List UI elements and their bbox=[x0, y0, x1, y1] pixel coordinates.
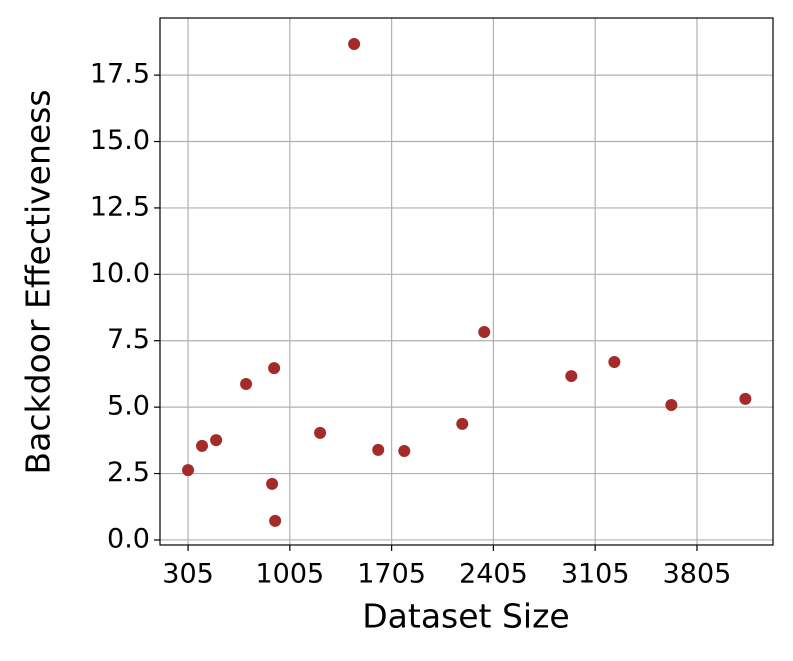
y-axis-label: Backdoor Effectiveness bbox=[19, 89, 58, 474]
point bbox=[565, 370, 578, 383]
point bbox=[240, 378, 253, 391]
point bbox=[398, 444, 411, 457]
point bbox=[196, 439, 209, 452]
point bbox=[739, 392, 752, 405]
point bbox=[210, 434, 223, 447]
point bbox=[665, 399, 678, 412]
x-tick-label: 3805 bbox=[663, 559, 732, 590]
y-tick-label: 2.5 bbox=[107, 457, 150, 488]
y-tick-label: 12.5 bbox=[90, 191, 150, 222]
x-tick-label: 1705 bbox=[357, 559, 426, 590]
point bbox=[314, 426, 327, 439]
point bbox=[478, 325, 491, 338]
y-tick-label: 7.5 bbox=[107, 324, 150, 355]
x-tick-label: 3105 bbox=[561, 559, 630, 590]
y-tick-label: 0.0 bbox=[107, 523, 150, 554]
y-tick-label: 15.0 bbox=[90, 125, 150, 156]
point bbox=[348, 38, 361, 51]
x-tick-label: 1005 bbox=[255, 559, 324, 590]
point bbox=[268, 362, 281, 375]
y-tick-label: 5.0 bbox=[107, 391, 150, 422]
point bbox=[456, 417, 469, 430]
point bbox=[372, 443, 385, 456]
y-tick-label: 17.5 bbox=[90, 59, 150, 90]
point bbox=[266, 477, 279, 490]
x-axis-label: Dataset Size bbox=[362, 597, 569, 636]
point bbox=[608, 355, 621, 368]
point bbox=[182, 464, 195, 477]
x-tick-label: 305 bbox=[162, 559, 214, 590]
x-tick-label: 2405 bbox=[459, 559, 528, 590]
point bbox=[269, 514, 282, 527]
plot-frame bbox=[159, 17, 774, 546]
y-tick-label: 10.0 bbox=[90, 258, 150, 289]
